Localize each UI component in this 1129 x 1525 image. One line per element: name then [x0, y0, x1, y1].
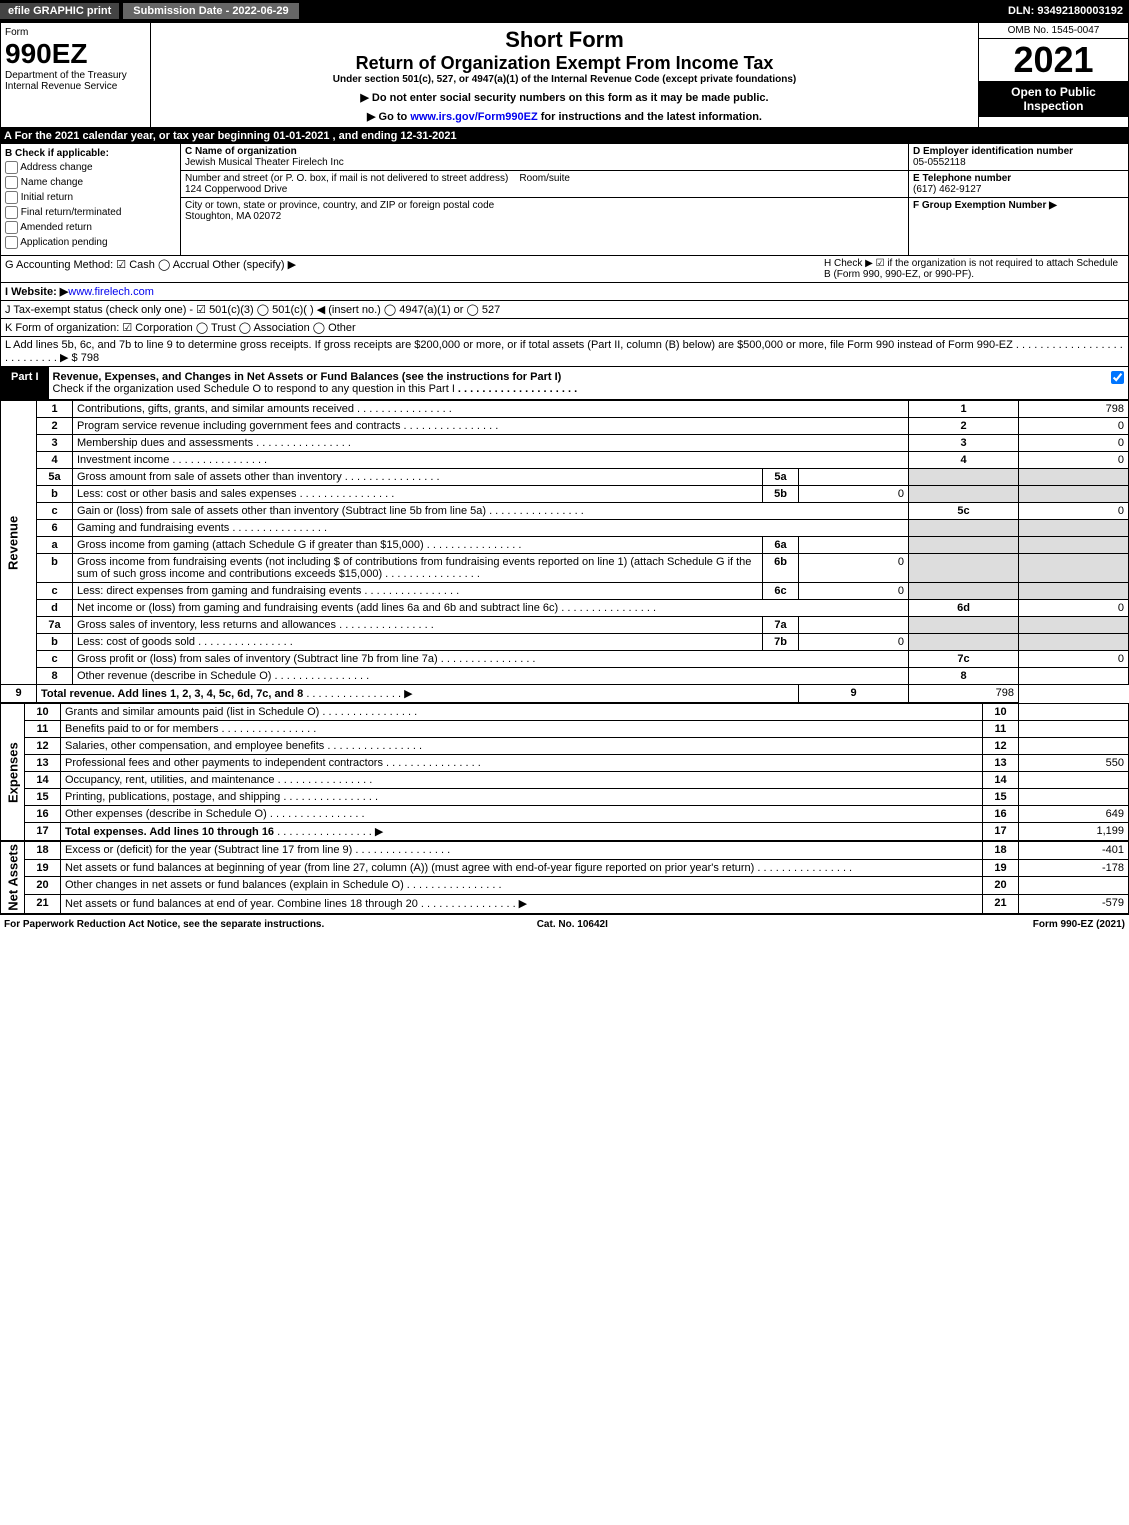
- line-row: 9Total revenue. Add lines 1, 2, 3, 4, 5c…: [1, 685, 1129, 703]
- irs: Internal Revenue Service: [5, 81, 146, 92]
- line-row: aGross income from gaming (attach Schedu…: [1, 537, 1129, 554]
- cb-address-change[interactable]: Address change: [5, 161, 176, 174]
- section-c: C Name of organizationJewish Musical The…: [181, 144, 908, 255]
- footer-right: Form 990-EZ (2021): [1033, 919, 1125, 930]
- addr-label: Number and street (or P. O. box, if mail…: [185, 173, 508, 184]
- org-name: Jewish Musical Theater Firelech Inc: [185, 157, 344, 168]
- c-label: C Name of organization: [185, 146, 297, 157]
- revenue-label: Revenue: [1, 401, 37, 685]
- line-row: 14Occupancy, rent, utilities, and mainte…: [1, 772, 1129, 789]
- cb-final-return[interactable]: Final return/terminated: [5, 206, 176, 219]
- line-row: cLess: direct expenses from gaming and f…: [1, 583, 1129, 600]
- dln: DLN: 93492180003192: [1008, 5, 1129, 17]
- inspection-badge: Open to Public Inspection: [979, 81, 1128, 117]
- footer-center: Cat. No. 10642I: [537, 919, 608, 930]
- omb-number: OMB No. 1545-0047: [979, 23, 1128, 39]
- form-title: Return of Organization Exempt From Incom…: [155, 53, 974, 74]
- short-form-title: Short Form: [155, 27, 974, 53]
- line-h: H Check ▶ ☑ if the organization is not r…: [824, 258, 1124, 280]
- form-number: 990EZ: [5, 38, 146, 70]
- line-row: 6Gaming and fundraising events . . . . .…: [1, 520, 1129, 537]
- tax-year: 2021: [979, 39, 1128, 81]
- line-row: 13Professional fees and other payments t…: [1, 755, 1129, 772]
- line-row: 19Net assets or fund balances at beginni…: [1, 859, 1129, 877]
- line-row: dNet income or (loss) from gaming and fu…: [1, 600, 1129, 617]
- footer: For Paperwork Reduction Act Notice, see …: [0, 914, 1129, 934]
- header-left: Form 990EZ Department of the Treasury In…: [1, 23, 151, 127]
- header-center: Short Form Return of Organization Exempt…: [151, 23, 978, 127]
- city-label: City or town, state or province, country…: [185, 200, 494, 211]
- netassets-label: Net Assets: [1, 842, 25, 914]
- line-g-h: G Accounting Method: ☑ Cash ◯ Accrual Ot…: [0, 256, 1129, 283]
- f-label: F Group Exemption Number ▶: [913, 200, 1057, 211]
- line-row: bLess: cost of goods sold . . . . . . . …: [1, 634, 1129, 651]
- schedule-o-check[interactable]: [1107, 367, 1128, 399]
- line-row: 15Printing, publications, postage, and s…: [1, 789, 1129, 806]
- ssn-note: ▶ Do not enter social security numbers o…: [155, 91, 974, 104]
- line-row: 11Benefits paid to or for members . . . …: [1, 721, 1129, 738]
- cb-application-pending[interactable]: Application pending: [5, 236, 176, 249]
- efile-print-button[interactable]: efile GRAPHIC print: [0, 3, 119, 19]
- line-row: 1Contributions, gifts, grants, and simil…: [1, 401, 1129, 418]
- org-address: 124 Copperwood Drive: [185, 184, 287, 195]
- form-label: Form: [5, 27, 146, 38]
- line-g: G Accounting Method: ☑ Cash ◯ Accrual Ot…: [5, 258, 824, 280]
- phone: (617) 462-9127: [913, 184, 981, 195]
- dept: Department of the Treasury: [5, 70, 146, 81]
- line-row: 7aGross sales of inventory, less returns…: [1, 617, 1129, 634]
- line-k: K Form of organization: ☑ Corporation ◯ …: [0, 319, 1129, 337]
- line-row: 21Net assets or fund balances at end of …: [1, 894, 1129, 913]
- line-row: 5aGross amount from sale of assets other…: [1, 469, 1129, 486]
- d-label: D Employer identification number: [913, 146, 1073, 157]
- expenses-table: Expenses 10Grants and similar amounts pa…: [0, 703, 1129, 841]
- line-row: bGross income from fundraising events (n…: [1, 554, 1129, 583]
- submission-date: Submission Date - 2022-06-29: [123, 3, 298, 19]
- cb-initial-return[interactable]: Initial return: [5, 191, 176, 204]
- line-i: I Website: ▶www.firelech.com: [0, 283, 1129, 301]
- line-row: 8Other revenue (describe in Schedule O) …: [1, 668, 1129, 685]
- part-number: Part I: [1, 367, 49, 399]
- line-row: 3Membership dues and assessments . . . .…: [1, 435, 1129, 452]
- line-a: A For the 2021 calendar year, or tax yea…: [0, 128, 1129, 144]
- form-header: Form 990EZ Department of the Treasury In…: [0, 22, 1129, 128]
- top-bar: efile GRAPHIC print Submission Date - 20…: [0, 0, 1129, 22]
- revenue-table: Revenue 1Contributions, gifts, grants, a…: [0, 400, 1129, 703]
- line-row: cGain or (loss) from sale of assets othe…: [1, 503, 1129, 520]
- website-link[interactable]: www.firelech.com: [68, 286, 154, 298]
- form-subtitle: Under section 501(c), 527, or 4947(a)(1)…: [155, 74, 974, 85]
- line-row: 4Investment income . . . . . . . . . . .…: [1, 452, 1129, 469]
- line-row: 12Salaries, other compensation, and empl…: [1, 738, 1129, 755]
- line-row: bLess: cost or other basis and sales exp…: [1, 486, 1129, 503]
- url-note: ▶ Go to www.irs.gov/Form990EZ for instru…: [155, 110, 974, 123]
- part-i-header: Part I Revenue, Expenses, and Changes in…: [0, 367, 1129, 400]
- line-j: J Tax-exempt status (check only one) - ☑…: [0, 301, 1129, 319]
- room-label: Room/suite: [519, 173, 570, 184]
- cb-name-change[interactable]: Name change: [5, 176, 176, 189]
- line-row: 17Total expenses. Add lines 10 through 1…: [1, 823, 1129, 841]
- expenses-label: Expenses: [1, 704, 25, 841]
- line-row: 20Other changes in net assets or fund ba…: [1, 877, 1129, 895]
- line-l: L Add lines 5b, 6c, and 7b to line 9 to …: [0, 337, 1129, 367]
- irs-link[interactable]: www.irs.gov/Form990EZ: [410, 111, 537, 123]
- org-block: B Check if applicable: Address change Na…: [0, 144, 1129, 256]
- cb-amended-return[interactable]: Amended return: [5, 221, 176, 234]
- netassets-table: Net Assets 18Excess or (deficit) for the…: [0, 841, 1129, 914]
- line-row: 18Excess or (deficit) for the year (Subt…: [1, 842, 1129, 860]
- section-def: D Employer identification number05-05521…: [908, 144, 1128, 255]
- line-row: 2Program service revenue including gover…: [1, 418, 1129, 435]
- line-row: 16Other expenses (describe in Schedule O…: [1, 806, 1129, 823]
- b-header: B Check if applicable:: [5, 148, 109, 159]
- part-title: Revenue, Expenses, and Changes in Net As…: [49, 367, 1107, 399]
- section-b: B Check if applicable: Address change Na…: [1, 144, 181, 255]
- header-right: OMB No. 1545-0047 2021 Open to Public In…: [978, 23, 1128, 127]
- ein: 05-0552118: [913, 157, 966, 168]
- line-row: cGross profit or (loss) from sales of in…: [1, 651, 1129, 668]
- line-row: 10Grants and similar amounts paid (list …: [1, 704, 1129, 721]
- e-label: E Telephone number: [913, 173, 1011, 184]
- footer-left: For Paperwork Reduction Act Notice, see …: [4, 919, 324, 930]
- org-city: Stoughton, MA 02072: [185, 211, 281, 222]
